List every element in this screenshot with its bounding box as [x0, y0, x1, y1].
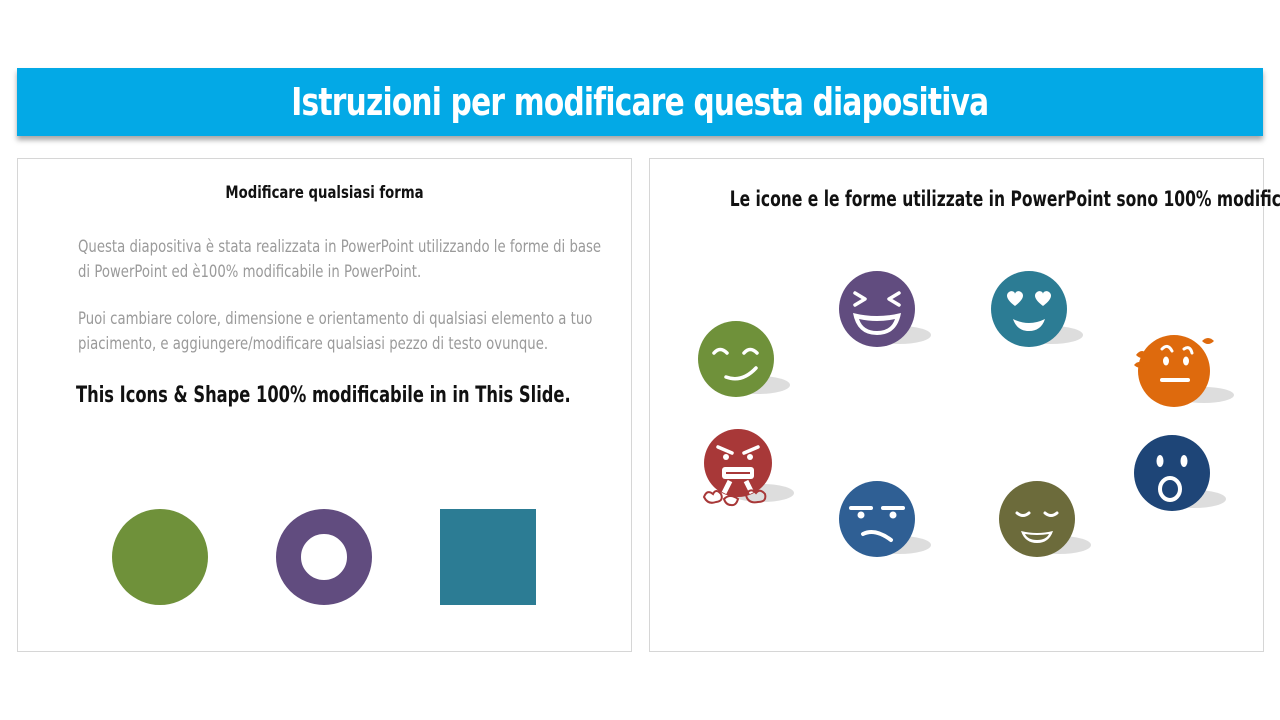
- laughing-face-icon[interactable]: [837, 269, 937, 355]
- paragraph-1[interactable]: Questa diapositiva è stata realizzata in…: [78, 237, 602, 282]
- left-panel: Modificare qualsiasi forma Questa diapos…: [17, 158, 632, 652]
- surprised-face-icon[interactable]: [1132, 433, 1232, 519]
- left-panel-heading[interactable]: Modificare qualsiasi forma: [225, 183, 424, 203]
- sweating-face-icon[interactable]: [1132, 333, 1242, 413]
- paragraph-2[interactable]: Puoi cambiare colore, dimensione e orien…: [78, 309, 593, 354]
- title-bar: Istruzioni per modificare questa diaposi…: [17, 68, 1263, 136]
- angry-steam-face-icon[interactable]: [700, 429, 800, 515]
- purple-ring-shape[interactable]: [276, 509, 372, 605]
- green-circle-shape[interactable]: [112, 509, 208, 605]
- heart-eyes-face-icon[interactable]: [989, 269, 1089, 355]
- annoyed-face-icon[interactable]: [837, 479, 937, 565]
- icons-statement[interactable]: This Icons & Shape 100% modificabile in …: [76, 383, 571, 408]
- smiling-closed-eyes-face-icon[interactable]: [997, 479, 1097, 565]
- right-panel: Le icone e le forme utilizzate in PowerP…: [649, 158, 1280, 652]
- smirk-face-icon[interactable]: [696, 319, 796, 405]
- teal-square-shape[interactable]: [440, 509, 536, 605]
- slide-title[interactable]: Istruzioni per modificare questa diaposi…: [291, 80, 989, 124]
- right-panel-heading[interactable]: Le icone e le forme utilizzate in PowerP…: [729, 187, 1280, 211]
